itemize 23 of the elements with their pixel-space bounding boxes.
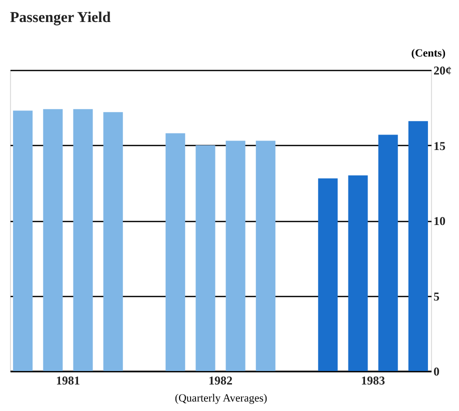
x-axis-title: (Quarterly Averages) xyxy=(174,392,268,404)
x-tick-label: 1981 xyxy=(56,374,80,388)
bar xyxy=(196,145,216,371)
bar xyxy=(103,112,123,371)
bar xyxy=(378,134,398,371)
bar xyxy=(73,109,93,371)
bar xyxy=(318,178,338,371)
x-tick-label: 1982 xyxy=(208,374,232,388)
bar xyxy=(408,121,428,371)
y-tick-label: 20¢ xyxy=(434,64,452,78)
x-tick-label: 1983 xyxy=(361,374,386,388)
y-tick-label: 5 xyxy=(434,289,440,304)
bar xyxy=(256,140,276,371)
y-tick-label: 10 xyxy=(434,214,446,228)
bar xyxy=(226,140,246,371)
chart-title: Passenger Yield xyxy=(10,10,112,26)
y-tick-label: 0 xyxy=(434,364,440,378)
bar xyxy=(166,133,186,371)
bar xyxy=(43,109,63,371)
y-axis-title: (Cents) xyxy=(411,48,446,60)
bar xyxy=(13,110,33,371)
bar xyxy=(348,175,368,371)
y-tick-label: 15 xyxy=(434,138,446,153)
